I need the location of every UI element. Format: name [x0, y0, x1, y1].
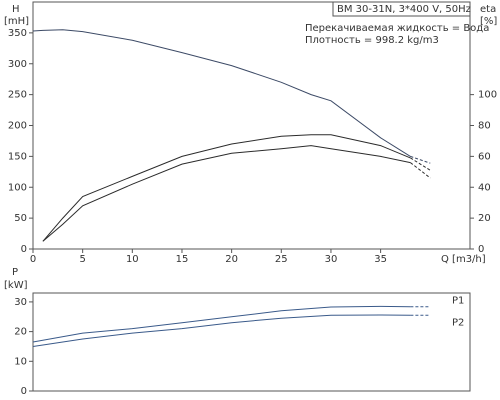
series-label: P1 [452, 296, 464, 307]
y-tick-label: 150 [8, 151, 27, 162]
x-label: Q [m3/h] [441, 254, 486, 265]
y-tick-label: 300 [8, 59, 27, 70]
y2-tick-label: 100 [478, 90, 497, 101]
y-unit: [mH] [4, 16, 29, 27]
y-tick-label: 20 [14, 327, 27, 338]
y-tick-label: 0 [21, 386, 27, 397]
x-tick-label: 10 [126, 254, 139, 265]
y2-tick-label: 0 [478, 244, 484, 255]
curve-extension [410, 162, 431, 179]
y-label: H [12, 4, 20, 15]
y2-label: eta [480, 4, 496, 15]
y-tick-label: 100 [8, 182, 27, 193]
y-tick-label: 200 [8, 121, 27, 132]
density-label: Плотность = 998.2 kg/m3 [305, 35, 439, 46]
y-tick-label: 250 [8, 90, 27, 101]
x-tick-label: 25 [275, 254, 288, 265]
curve [32, 314, 411, 347]
y-tick-label: 350 [8, 28, 27, 39]
x-tick-label: 20 [225, 254, 238, 265]
curve [32, 29, 411, 157]
x-tick-label: 15 [176, 254, 189, 265]
y2-tick-label: 80 [478, 121, 491, 132]
y2-tick-label: 40 [478, 182, 491, 193]
y2-tick-label: 60 [478, 151, 491, 162]
y2-tick-label: 20 [478, 213, 491, 224]
x-tick-label: 0 [30, 254, 36, 265]
x-tick-label: 5 [79, 254, 85, 265]
curve-extension [410, 155, 431, 164]
model-box [332, 1, 471, 17]
y-tick-label: 30 [14, 297, 27, 308]
y-tick-label: 50 [14, 213, 27, 224]
x-tick-label: 30 [325, 254, 338, 265]
model-label: BM 30-31N, 3*400 V, 50Hz [337, 4, 471, 15]
curve [42, 145, 411, 242]
curve [42, 134, 411, 242]
fluid-label: Перекачиваемая жидкость = Вода [305, 23, 489, 34]
y-unit: [kW] [4, 280, 28, 291]
curve [32, 305, 411, 343]
y-tick-label: 10 [14, 356, 27, 367]
bottom-frame [32, 292, 471, 392]
curve-extension [410, 157, 431, 171]
y-tick-label: 0 [21, 244, 27, 255]
series-label: P2 [452, 317, 464, 328]
x-tick-label: 35 [374, 254, 387, 265]
y2-unit: [%] [480, 16, 497, 27]
y-label: P [12, 267, 18, 278]
